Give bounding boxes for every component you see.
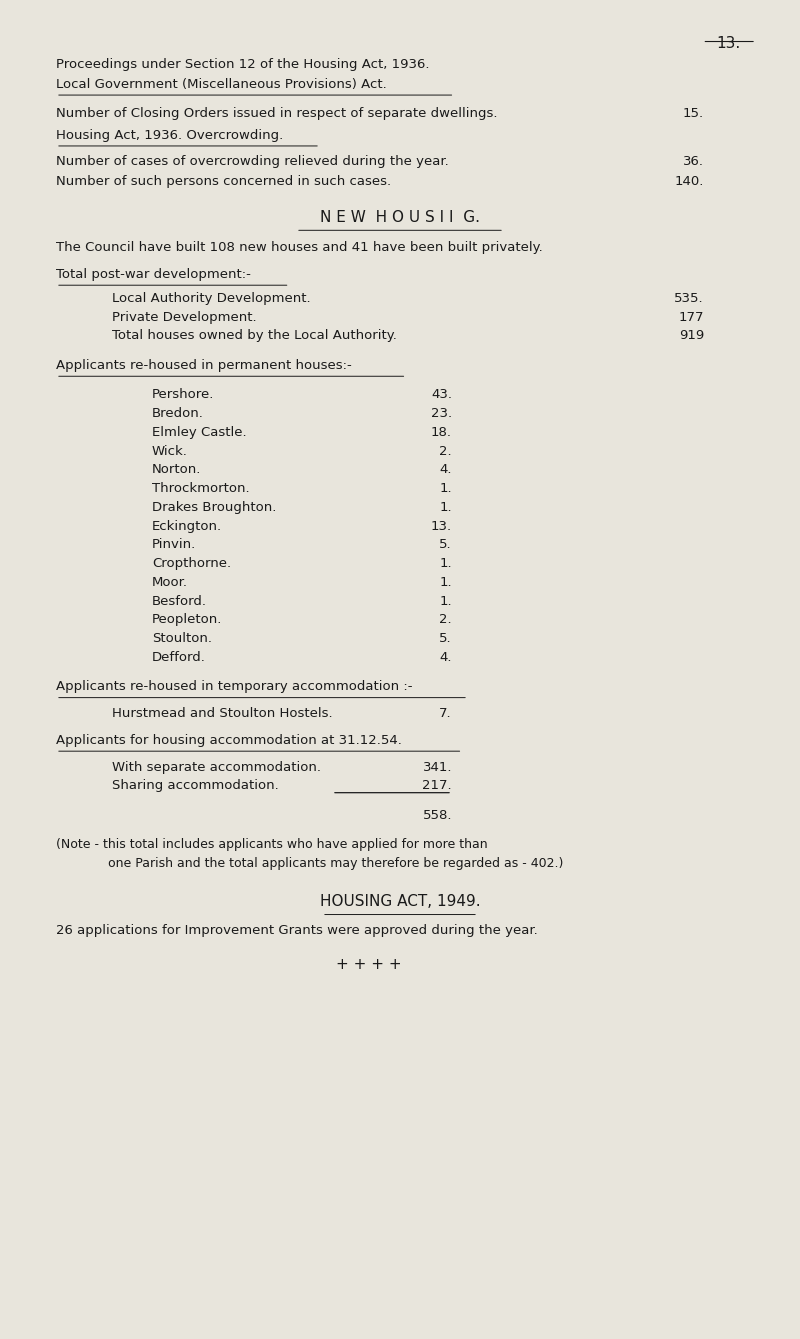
Text: 1.: 1.	[439, 576, 452, 589]
Text: Eckington.: Eckington.	[152, 520, 222, 533]
Text: (Note - this total includes applicants who have applied for more than: (Note - this total includes applicants w…	[56, 838, 488, 852]
Text: Number of Closing Orders issued in respect of separate dwellings.: Number of Closing Orders issued in respe…	[56, 107, 498, 121]
Text: With separate accommodation.: With separate accommodation.	[112, 761, 321, 774]
Text: Cropthorne.: Cropthorne.	[152, 557, 231, 570]
Text: Throckmorton.: Throckmorton.	[152, 482, 250, 495]
Text: Number of such persons concerned in such cases.: Number of such persons concerned in such…	[56, 175, 391, 189]
Text: Applicants re-housed in permanent houses:-: Applicants re-housed in permanent houses…	[56, 359, 352, 372]
Text: Moor.: Moor.	[152, 576, 188, 589]
Text: Total houses owned by the Local Authority.: Total houses owned by the Local Authorit…	[112, 329, 397, 343]
Text: Pershore.: Pershore.	[152, 388, 214, 402]
Text: 13.: 13.	[716, 36, 740, 51]
Text: Norton.: Norton.	[152, 463, 202, 477]
Text: 1.: 1.	[439, 501, 452, 514]
Text: 535.: 535.	[674, 292, 704, 305]
Text: Applicants re-housed in temporary accommodation :-: Applicants re-housed in temporary accomm…	[56, 680, 413, 694]
Text: Peopleton.: Peopleton.	[152, 613, 222, 627]
Text: Number of cases of overcrowding relieved during the year.: Number of cases of overcrowding relieved…	[56, 155, 449, 169]
Text: one Parish and the total applicants may therefore be regarded as - 402.): one Parish and the total applicants may …	[108, 857, 563, 870]
Text: 1.: 1.	[439, 557, 452, 570]
Text: 2.: 2.	[439, 613, 452, 627]
Text: HOUSING ACT, 1949.: HOUSING ACT, 1949.	[320, 894, 480, 909]
Text: Bredon.: Bredon.	[152, 407, 204, 420]
Text: Local Authority Development.: Local Authority Development.	[112, 292, 310, 305]
Text: 43.: 43.	[431, 388, 452, 402]
Text: Hurstmead and Stoulton Hostels.: Hurstmead and Stoulton Hostels.	[112, 707, 333, 720]
Text: 5.: 5.	[439, 632, 452, 645]
Text: Pinvin.: Pinvin.	[152, 538, 196, 552]
Text: 5.: 5.	[439, 538, 452, 552]
Text: Proceedings under Section 12 of the Housing Act, 1936.: Proceedings under Section 12 of the Hous…	[56, 58, 430, 71]
Text: 4.: 4.	[439, 463, 452, 477]
Text: 919: 919	[678, 329, 704, 343]
Text: 1.: 1.	[439, 595, 452, 608]
Text: The Council have built 108 new houses and 41 have been built privately.: The Council have built 108 new houses an…	[56, 241, 542, 254]
Text: 217.: 217.	[422, 779, 452, 793]
Text: 2.: 2.	[439, 445, 452, 458]
Text: 4.: 4.	[439, 651, 452, 664]
Text: 15.: 15.	[683, 107, 704, 121]
Text: 177: 177	[678, 311, 704, 324]
Text: Total post-war development:-: Total post-war development:-	[56, 268, 251, 281]
Text: Stoulton.: Stoulton.	[152, 632, 212, 645]
Text: Drakes Broughton.: Drakes Broughton.	[152, 501, 276, 514]
Text: 18.: 18.	[431, 426, 452, 439]
Text: 1.: 1.	[439, 482, 452, 495]
Text: 140.: 140.	[674, 175, 704, 189]
Text: 13.: 13.	[431, 520, 452, 533]
Text: Besford.: Besford.	[152, 595, 207, 608]
Text: 558.: 558.	[422, 809, 452, 822]
Text: Elmley Castle.: Elmley Castle.	[152, 426, 246, 439]
Text: N E W  H O U S I I  G.: N E W H O U S I I G.	[320, 210, 480, 225]
Text: 26 applications for Improvement Grants were approved during the year.: 26 applications for Improvement Grants w…	[56, 924, 538, 937]
Text: Applicants for housing accommodation at 31.12.54.: Applicants for housing accommodation at …	[56, 734, 402, 747]
Text: Housing Act, 1936. Overcrowding.: Housing Act, 1936. Overcrowding.	[56, 129, 283, 142]
Text: Private Development.: Private Development.	[112, 311, 257, 324]
Text: 341.: 341.	[422, 761, 452, 774]
Text: 36.: 36.	[683, 155, 704, 169]
Text: 7.: 7.	[439, 707, 452, 720]
Text: Wick.: Wick.	[152, 445, 188, 458]
Text: Defford.: Defford.	[152, 651, 206, 664]
Text: + + + +: + + + +	[336, 957, 402, 972]
Text: Local Government (Miscellaneous Provisions) Act.: Local Government (Miscellaneous Provisio…	[56, 78, 386, 91]
Text: Sharing accommodation.: Sharing accommodation.	[112, 779, 278, 793]
Text: 23.: 23.	[431, 407, 452, 420]
